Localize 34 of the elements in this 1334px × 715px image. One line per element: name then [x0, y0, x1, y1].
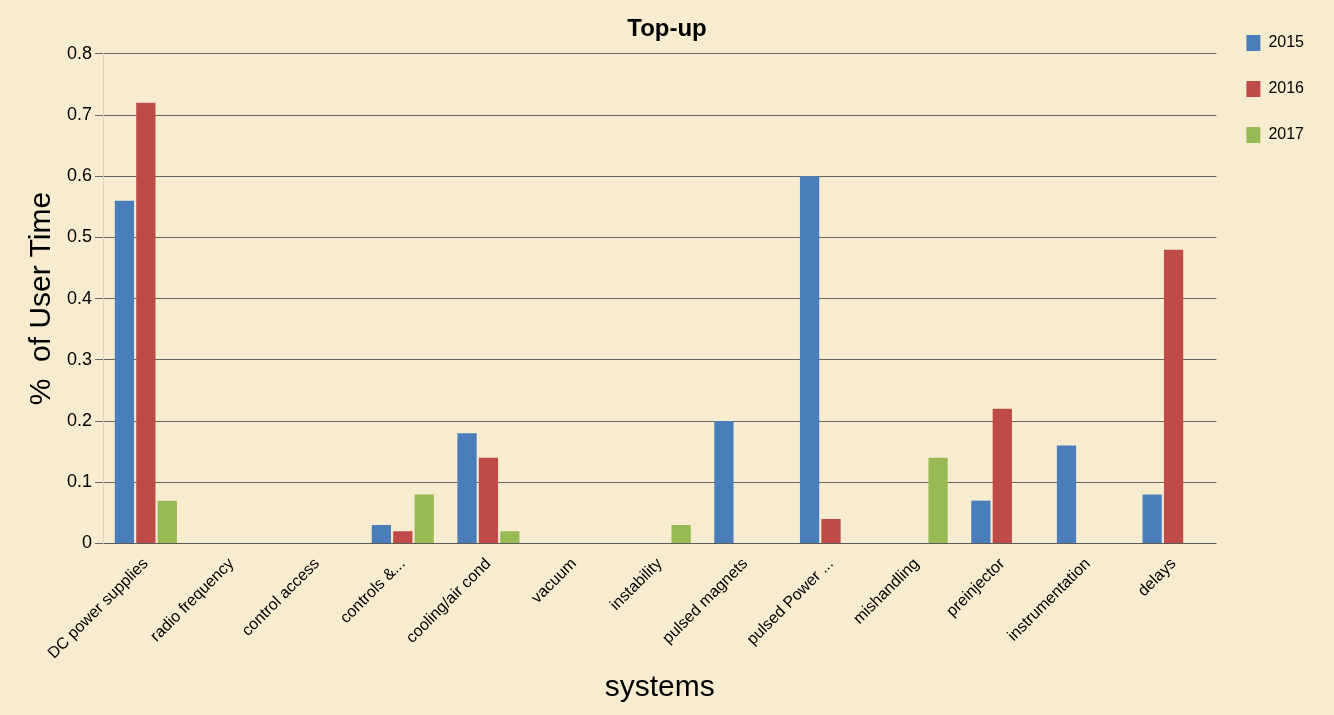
bar: [114, 200, 135, 543]
bar: [714, 421, 734, 543]
y-tick-label: 0.5: [66, 226, 93, 247]
legend-label: 2017: [1268, 125, 1305, 143]
y-tick-label: 0.7: [66, 103, 93, 124]
y-axis-title: % of User Time: [23, 191, 57, 406]
y-tick-label: 0.4: [66, 287, 93, 308]
chart-title: Top-up: [627, 14, 707, 42]
bar: [671, 525, 691, 543]
y-tick-label: 0: [82, 532, 93, 553]
bar: [1142, 494, 1162, 543]
bar: [414, 494, 434, 543]
bar: [371, 525, 391, 543]
bar: [457, 433, 477, 543]
bar: [1163, 249, 1184, 543]
legend-label: 2016: [1268, 79, 1305, 97]
bar: [157, 500, 177, 543]
y-tick-label: 0.2: [66, 410, 93, 431]
bar: [393, 531, 413, 543]
bar: [500, 531, 520, 543]
y-tick-label: 0.6: [66, 165, 93, 186]
y-tick-label: 0.1: [66, 471, 93, 492]
bar: [799, 176, 820, 543]
x-axis-title: systems: [604, 669, 715, 703]
bar: [992, 408, 1012, 543]
bar: [478, 457, 499, 543]
bar: [1056, 445, 1077, 543]
y-tick-label: 0.8: [66, 42, 93, 63]
bar: [821, 518, 841, 543]
legend-label: 2015: [1268, 33, 1305, 51]
bar: [928, 457, 948, 543]
bar: [136, 102, 156, 543]
bar: [971, 500, 991, 543]
y-tick-label: 0.3: [66, 348, 93, 369]
